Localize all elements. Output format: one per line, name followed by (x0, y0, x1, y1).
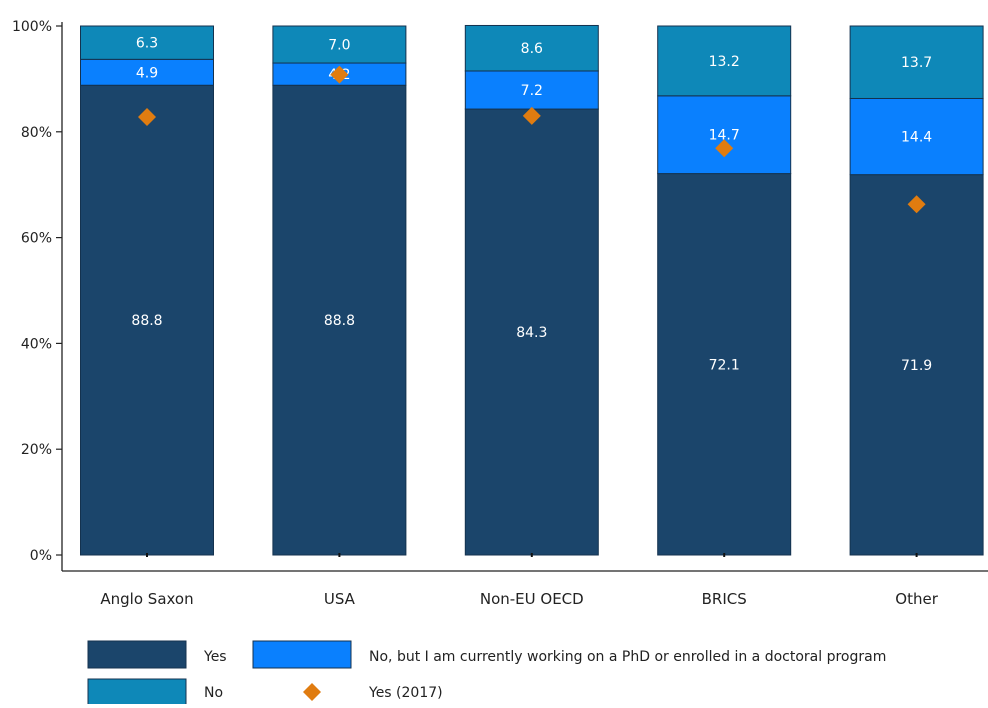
bar-segment (849, 174, 984, 556)
legend: Yes No, but I am currently working on a P… (87, 640, 886, 707)
y-tick-label: 0% (30, 548, 52, 564)
bar-stack: 88.8 4.9 6.3 (80, 25, 214, 556)
bar-segment (849, 97, 984, 176)
marker-diamond (522, 106, 541, 125)
bar-segment (657, 25, 792, 97)
data-label: 13.2 (709, 54, 740, 70)
y-tick-label: 20% (21, 442, 52, 458)
x-category-label: Non-EU OECD (480, 590, 584, 608)
legend-swatch (252, 640, 352, 669)
legend-label: No (204, 685, 223, 701)
data-label: 6.3 (136, 36, 158, 52)
data-label: 88.8 (324, 313, 355, 329)
bars-group: 88.8 4.9 6.3 88.84.27.0 84.3 7.2 8.6 72.1 14.7 13… (80, 24, 984, 556)
y-axis: 0% 20% 40% 60% 80% 100% (12, 19, 63, 571)
marker-diamond (715, 139, 734, 158)
data-label: 14.4 (901, 130, 932, 146)
data-label: 7.0 (328, 38, 350, 54)
data-label: 13.7 (901, 55, 932, 71)
data-label: 7.2 (521, 83, 543, 99)
data-label: 88.8 (131, 313, 162, 329)
marker-diamond (907, 195, 926, 214)
legend-swatch (87, 640, 187, 669)
marker-diamond (138, 107, 156, 126)
bar-stack: 84.3 7.2 8.6 (464, 24, 599, 556)
bar-segment (464, 24, 599, 72)
x-category-label: BRICS (702, 590, 747, 608)
bar-stack: 88.84.27.0 (272, 25, 407, 556)
legend-item: No, but I am currently working on a PhD … (252, 640, 886, 669)
bar-stack: 71.9 14.4 13.7 (849, 25, 984, 556)
x-category-label: USA (324, 590, 356, 608)
bar-segment (80, 25, 214, 60)
x-category-label: Other (895, 590, 938, 608)
legend-swatch (303, 683, 321, 701)
legend-item: No (87, 678, 223, 707)
data-label: 72.1 (709, 357, 740, 373)
legend-item: Yes (87, 640, 227, 669)
data-label: 4.9 (136, 65, 158, 81)
y-tick-label: 40% (21, 336, 52, 352)
x-category-label: Anglo Saxon (100, 590, 193, 608)
data-label: 71.9 (901, 358, 932, 374)
bar-segment (272, 84, 407, 556)
legend-label: Yes (203, 649, 227, 665)
y-tick-label: 80% (21, 125, 52, 141)
legend-item: Yes (2017) (303, 683, 443, 701)
y-tick-label: 60% (21, 231, 52, 247)
x-axis: Anglo Saxon USA Non-EU OECD BRICS Other (62, 553, 988, 608)
bar-segment (272, 25, 407, 64)
legend-label: Yes (2017) (368, 685, 443, 701)
data-label: 8.6 (521, 41, 543, 57)
marker-diamond (330, 65, 349, 84)
bar-segment (849, 25, 984, 99)
legend-label: No, but I am currently working on a PhD … (369, 649, 886, 665)
data-label: 14.7 (709, 128, 740, 144)
bar-segment (80, 58, 214, 86)
legend-swatch (87, 678, 187, 707)
bar-segment (464, 108, 599, 556)
bar-segment (657, 95, 792, 175)
y-tick-label: 100% (12, 19, 52, 35)
bar-segment (464, 70, 599, 110)
markers-group (138, 65, 926, 214)
bar-stack: 72.1 14.7 13.2 (657, 25, 792, 556)
data-label: 84.3 (516, 325, 547, 341)
